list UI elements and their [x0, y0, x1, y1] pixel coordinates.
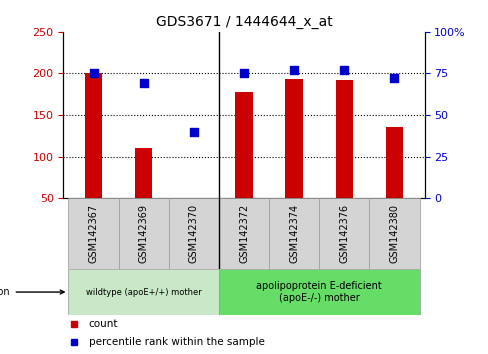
Bar [119, 198, 169, 269]
Text: GSM142370: GSM142370 [189, 204, 199, 263]
Bar [219, 269, 420, 315]
Point [190, 129, 198, 135]
Bar [169, 198, 219, 269]
Bar [269, 198, 319, 269]
Bar [336, 80, 353, 198]
Text: GSM142376: GSM142376 [339, 204, 349, 263]
Text: GSM142369: GSM142369 [139, 204, 149, 263]
Text: wildtype (apoE+/+) mother: wildtype (apoE+/+) mother [86, 287, 202, 297]
Text: count: count [89, 319, 118, 329]
Point [140, 81, 147, 86]
Text: GSM142372: GSM142372 [239, 204, 249, 263]
Bar [369, 198, 420, 269]
Text: percentile rank within the sample: percentile rank within the sample [89, 337, 264, 347]
Bar [285, 79, 303, 198]
Bar [235, 92, 253, 198]
Point [341, 67, 348, 73]
Text: GSM142374: GSM142374 [289, 204, 299, 263]
Text: GSM142367: GSM142367 [88, 204, 99, 263]
Bar [319, 198, 369, 269]
Bar [68, 198, 119, 269]
Text: genotype/variation: genotype/variation [0, 287, 64, 297]
Text: apolipoprotein E-deficient
(apoE-/-) mother: apolipoprotein E-deficient (apoE-/-) mot… [256, 281, 382, 303]
Bar [219, 198, 269, 269]
Bar [135, 148, 152, 198]
Bar [68, 269, 219, 315]
Title: GDS3671 / 1444644_x_at: GDS3671 / 1444644_x_at [156, 16, 332, 29]
Text: GSM142380: GSM142380 [389, 204, 400, 263]
Point [290, 67, 298, 73]
Point [390, 76, 398, 81]
Point [240, 71, 248, 76]
Point [90, 71, 98, 76]
Bar [386, 127, 403, 198]
Bar [85, 74, 102, 198]
